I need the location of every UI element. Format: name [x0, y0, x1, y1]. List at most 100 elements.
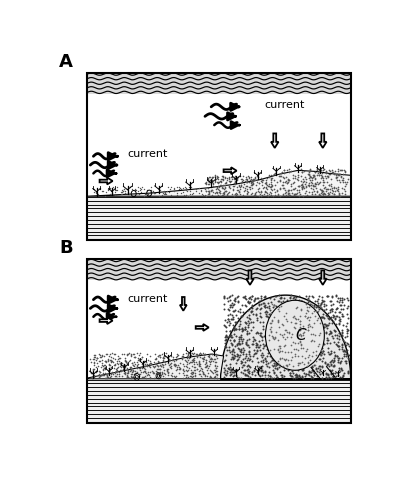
Point — [231, 336, 237, 344]
Point — [231, 354, 238, 362]
Point — [111, 365, 118, 372]
Point — [321, 320, 327, 328]
Point — [220, 181, 227, 189]
Point — [309, 332, 315, 340]
Point — [236, 345, 242, 353]
Point — [283, 364, 290, 371]
Point — [184, 358, 190, 366]
Point — [336, 316, 342, 324]
Point — [265, 182, 271, 190]
Point — [213, 358, 219, 366]
Point — [279, 354, 285, 362]
Point — [335, 185, 341, 193]
Point — [215, 182, 221, 190]
Point — [316, 329, 323, 337]
Point — [120, 365, 126, 373]
Point — [96, 370, 102, 378]
Point — [315, 321, 322, 329]
Point — [276, 311, 282, 319]
Point — [140, 368, 146, 376]
Point — [262, 303, 268, 311]
Point — [305, 330, 312, 338]
Point — [248, 307, 254, 315]
Point — [300, 324, 306, 332]
Point — [178, 185, 184, 193]
Point — [123, 357, 130, 365]
Point — [106, 365, 113, 373]
Point — [214, 184, 220, 192]
Point — [140, 373, 147, 381]
Point — [293, 175, 300, 183]
Point — [130, 367, 136, 374]
Point — [308, 335, 314, 343]
Point — [237, 317, 243, 325]
Point — [198, 372, 205, 380]
Point — [340, 371, 346, 379]
Point — [266, 335, 272, 343]
Point — [124, 366, 130, 373]
Point — [286, 336, 292, 344]
Point — [277, 192, 284, 200]
Point — [222, 322, 228, 330]
Point — [302, 189, 308, 197]
Point — [114, 374, 121, 382]
Point — [339, 298, 346, 306]
Point — [295, 176, 301, 184]
Point — [339, 331, 346, 339]
Point — [258, 332, 264, 340]
Point — [208, 357, 214, 365]
Point — [210, 179, 216, 187]
Point — [318, 170, 324, 178]
Point — [278, 373, 285, 381]
Point — [218, 175, 225, 183]
Point — [342, 332, 348, 340]
Point — [118, 362, 124, 370]
Point — [304, 191, 310, 199]
Point — [283, 329, 290, 337]
Point — [217, 189, 223, 197]
Point — [314, 302, 320, 310]
Point — [92, 363, 99, 371]
Point — [111, 370, 118, 377]
Point — [263, 180, 269, 188]
Point — [106, 360, 112, 368]
Point — [167, 364, 173, 371]
Point — [284, 334, 290, 342]
Point — [227, 327, 233, 335]
Point — [331, 313, 337, 321]
Point — [160, 353, 166, 361]
Point — [234, 175, 240, 183]
Point — [125, 373, 131, 381]
Point — [238, 346, 244, 354]
Point — [295, 306, 301, 314]
Point — [249, 184, 255, 192]
Point — [285, 186, 292, 194]
Polygon shape — [87, 170, 351, 196]
Point — [269, 333, 276, 341]
Point — [230, 355, 236, 363]
Point — [312, 317, 319, 325]
Point — [232, 294, 238, 302]
Point — [293, 340, 300, 348]
Point — [236, 333, 242, 341]
Point — [268, 373, 274, 381]
Point — [202, 363, 208, 371]
Point — [244, 330, 250, 338]
Point — [280, 362, 286, 370]
Point — [339, 189, 345, 197]
Point — [224, 333, 230, 341]
Point — [259, 178, 265, 186]
Point — [314, 348, 320, 356]
Point — [212, 172, 218, 180]
Point — [139, 363, 146, 371]
Point — [258, 296, 264, 304]
Point — [156, 369, 162, 376]
Point — [328, 168, 335, 176]
Point — [220, 300, 227, 308]
Point — [274, 319, 280, 327]
Point — [294, 325, 300, 332]
Point — [311, 307, 317, 315]
Point — [271, 324, 278, 332]
Point — [280, 304, 286, 312]
Point — [315, 314, 321, 322]
